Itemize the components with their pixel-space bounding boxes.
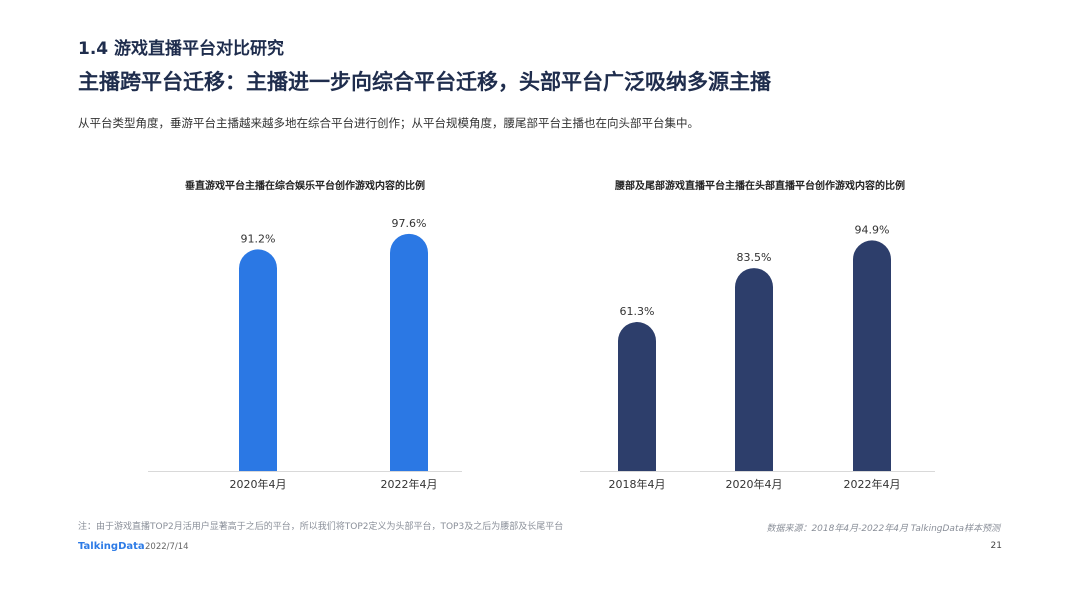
chart-1-bar-1: [239, 249, 277, 471]
chart-2-value-label-2: 83.5%: [737, 251, 772, 264]
chart-2-bar-1: [618, 322, 656, 471]
chart-1-category-label-1: 2020年4月: [230, 477, 287, 491]
chart-2-value-label-3: 94.9%: [855, 223, 890, 236]
section-title: 1.4 游戏直播平台对比研究: [78, 39, 285, 59]
report-date: 2022/7/14: [145, 542, 189, 552]
right-chart-title: 腰部及尾部游戏直播平台主播在头部直播平台创作游戏内容的比例: [615, 181, 905, 192]
chart-2-category-label-3: 2022年4月: [844, 477, 901, 491]
chart-2-bar-3: [853, 240, 891, 471]
data-source: 数据来源：2018年4月-2022年4月 TalkingData样本预测: [766, 524, 1000, 534]
talkingdata-logo: TalkingData: [78, 541, 145, 552]
footnote: 注：由于游戏直播TOP2月活用户显著高于之后的平台，所以我们将TOP2定义为头部…: [78, 522, 564, 532]
left-chart-title: 垂直游戏平台主播在综合娱乐平台创作游戏内容的比例: [185, 181, 425, 192]
chart-1-value-label-1: 91.2%: [241, 232, 276, 245]
headline: 主播跨平台迁移：主播进一步向综合平台迁移，头部平台广泛吸纳多源主播: [78, 70, 771, 94]
chart-2-value-label-1: 61.3%: [620, 305, 655, 318]
chart-2-category-label-2: 2020年4月: [726, 477, 783, 491]
chart-2-category-label-1: 2018年4月: [609, 477, 666, 491]
chart-1-bar-2: [390, 233, 428, 471]
page-number: 21: [990, 541, 1002, 551]
chart-2-bar-2: [735, 268, 773, 471]
chart-1-value-label-2: 97.6%: [392, 217, 427, 230]
summary-text: 从平台类型角度，垂游平台主播越来越多地在综合平台进行创作；从平台规模角度，腰尾部…: [78, 116, 699, 130]
chart-1-category-label-2: 2022年4月: [381, 477, 438, 491]
